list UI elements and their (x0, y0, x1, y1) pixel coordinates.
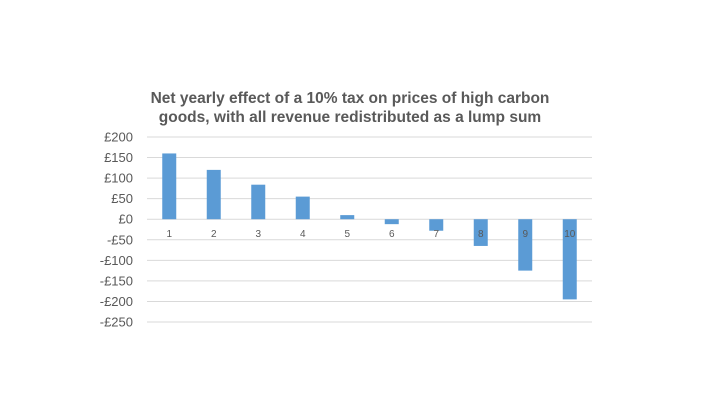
bar (340, 215, 355, 220)
chart-title-line-1: Net yearly effect of a 10% tax on prices… (150, 90, 550, 107)
x-tick-label: 3 (255, 229, 261, 240)
bar (162, 153, 177, 220)
x-tick-label: 4 (300, 229, 306, 240)
bars (162, 153, 577, 300)
bar (518, 219, 533, 271)
bar (206, 169, 221, 220)
x-tick-label: 5 (344, 229, 350, 240)
bar (473, 219, 488, 246)
bar (562, 219, 577, 300)
bar (384, 219, 399, 225)
y-tick-label: -£250 (100, 315, 133, 330)
chart-title: Net yearly effect of a 10% tax on prices… (130, 89, 570, 127)
chart-title-line-2: goods, with all revenue redistributed as… (158, 109, 542, 126)
y-tick-label: £100 (104, 171, 133, 186)
y-tick-label: £200 (104, 130, 133, 145)
y-tick-label: -£100 (100, 253, 133, 268)
y-tick-label: £50 (111, 191, 133, 206)
x-tick-label: 7 (433, 229, 439, 240)
bar (429, 219, 444, 231)
x-tick-label: 9 (522, 229, 528, 240)
x-tick-label: 2 (211, 229, 217, 240)
y-tick-label: -£200 (100, 294, 133, 309)
y-axis-ticks: £200 £150 £100 £50 £0 -£50 -£100 -£150 -£200 -£25… (100, 130, 133, 330)
bar (251, 184, 266, 220)
y-tick-label: £150 (104, 150, 133, 165)
x-tick-label: 10 (564, 229, 576, 240)
y-tick-label: -£150 (100, 273, 133, 288)
gridlines (147, 136, 592, 323)
x-axis-ticks: 1 2 3 4 5 6 7 8 9 10 (166, 229, 575, 240)
x-tick-label: 6 (389, 229, 395, 240)
x-tick-label: 8 (478, 229, 484, 240)
y-tick-label: -£50 (107, 232, 133, 247)
x-tick-label: 1 (166, 229, 172, 240)
bar (295, 196, 310, 220)
y-tick-label: £0 (119, 212, 133, 227)
